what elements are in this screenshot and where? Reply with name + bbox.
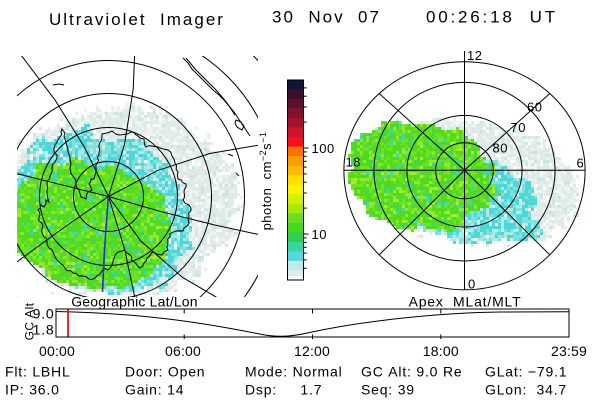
svg-text:Flt: LBHL: Flt: LBHL [5,364,71,380]
svg-text:23:59: 23:59 [551,343,587,359]
svg-text:GC Alt: 9.0 Re: GC Alt: 9.0 Re [361,364,462,380]
svg-text:GLat: −79.1: GLat: −79.1 [485,364,567,380]
svg-text:Mode: Normal: Mode: Normal [245,364,343,380]
svg-text:Gain: 14: Gain: 14 [125,382,184,398]
svg-text:Ultraviolet Imager: Ultraviolet Imager [49,10,225,29]
svg-text:00:26:18 UT: 00:26:18 UT [426,8,558,27]
svg-text:0: 0 [468,277,476,292]
svg-text:1.8: 1.8 [33,322,55,338]
svg-text:12: 12 [467,48,482,63]
svg-text:IP: 36.0: IP: 36.0 [5,382,60,398]
svg-text:30 Nov 07: 30 Nov 07 [272,8,381,27]
svg-text:18:00: 18:00 [423,343,459,359]
svg-text:06:00: 06:00 [165,343,201,359]
svg-text:70: 70 [511,120,526,135]
svg-text:Dsp: 1.7: Dsp: 1.7 [245,382,322,398]
svg-text:Geographic Lat/Lon: Geographic Lat/Lon [71,294,198,310]
svg-text:80: 80 [493,141,508,156]
svg-text:Door: Open: Door: Open [125,364,205,380]
svg-text:18: 18 [346,155,361,170]
svg-text:Seq: 39: Seq: 39 [361,382,415,398]
svg-text:10: 10 [312,227,327,242]
svg-text:9.0: 9.0 [33,306,55,322]
svg-text:Apex MLat/MLT: Apex MLat/MLT [409,294,522,310]
svg-text:GC Alt: GC Alt [23,302,37,340]
svg-text:00:00: 00:00 [39,343,75,359]
svg-text:12:00: 12:00 [294,343,330,359]
svg-text:60: 60 [527,100,542,115]
svg-text:6: 6 [577,156,585,171]
svg-text:GLon: 34.7: GLon: 34.7 [485,382,567,398]
svg-text:100: 100 [312,141,335,156]
svg-text:photon cm−2s−1: photon cm−2s−1 [258,132,274,231]
